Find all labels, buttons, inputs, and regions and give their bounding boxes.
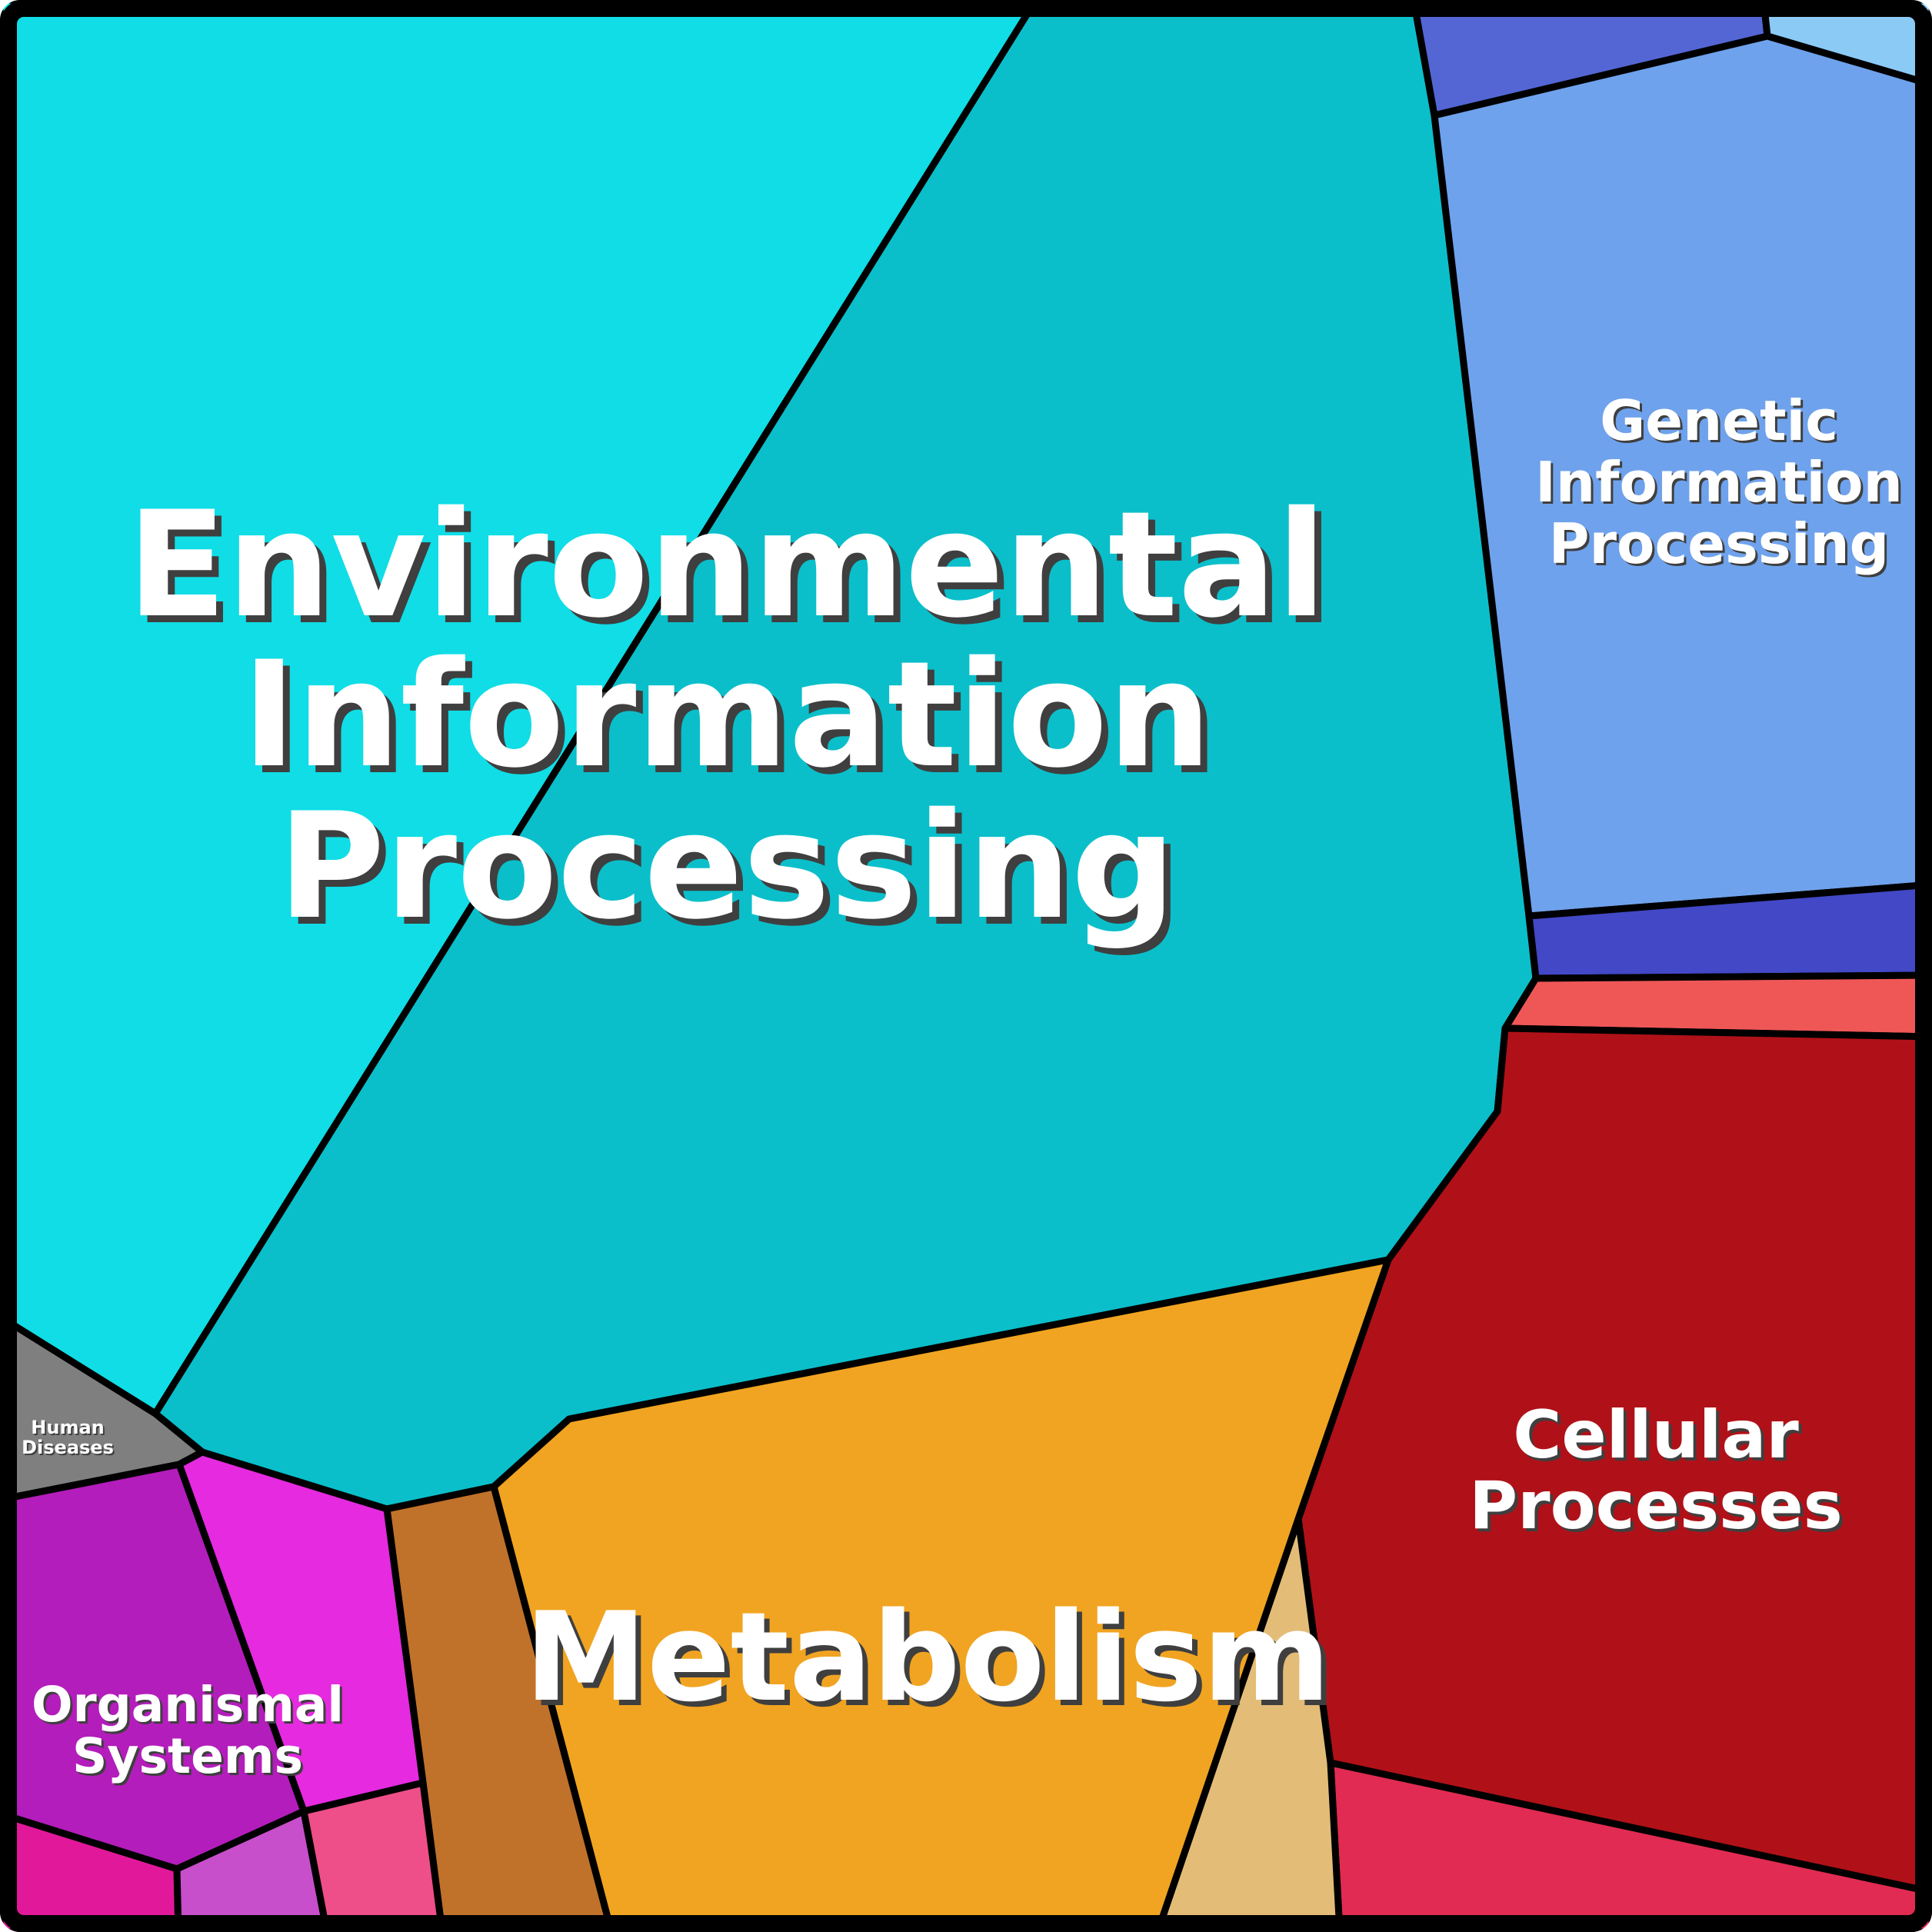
label-cellular-processes-shadow: Cellular Processes [1472,1400,1846,1547]
cell-rose-bottom [300,1779,446,1932]
cell-salmon-strip [1501,971,1932,1041]
cell-royal-blue-strip [1525,881,1932,982]
cell-genetic-info-corner [1760,0,1932,88]
cell-deep-pink-corner [0,1810,182,1932]
label-genetic-information-processing-shadow: Genetic Information Processing [1537,391,1905,578]
label-human-diseases: Human Diseases [22,1417,114,1458]
label-organismal-systems: Organismal Systems [32,1677,344,1784]
label-metabolism-shadow: Metabolism [530,1591,1336,1734]
label-genetic-information-processing: Genetic Information Processing [1535,388,1903,576]
label-environmental-information-processing-shadow: Environmental Information Processing [134,487,1334,958]
label-cellular-processes: Cellular Processes [1469,1397,1843,1544]
cell-metabolism-main [490,1256,1392,1932]
cell-genetic-info-main [1431,32,1932,920]
label-metabolism: Metabolism [525,1585,1331,1729]
labels-layer: Environmental Information ProcessingEnviro… [22,388,1905,1787]
label-human-diseases-shadow: Human Diseases [23,1418,115,1460]
label-organismal-systems-shadow: Organismal Systems [34,1679,346,1787]
label-environmental-information-processing: Environmental Information Processing [127,480,1327,951]
